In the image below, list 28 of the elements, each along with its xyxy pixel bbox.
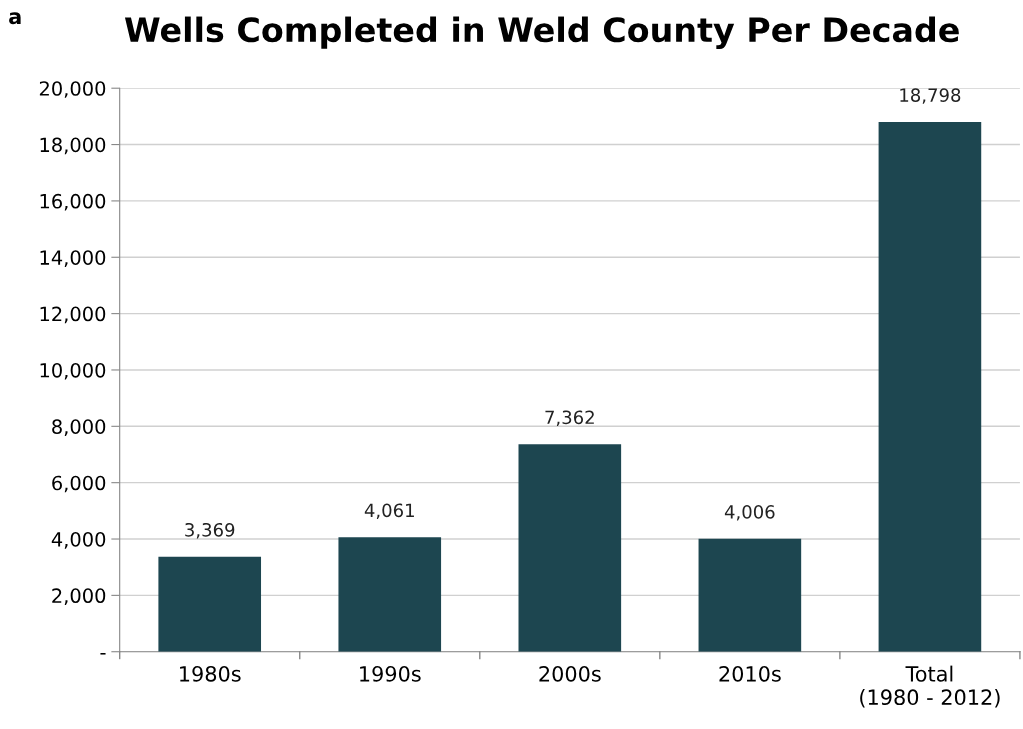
y-tick-label: 8,000 (52, 419, 106, 436)
data-label: 4,061 (364, 503, 414, 519)
data-label: 7,362 (545, 410, 594, 426)
x-tick-label: 1990s (360, 665, 421, 682)
data-label: 3,369 (185, 522, 235, 539)
data-label: 4,006 (724, 505, 775, 521)
text: a (9, 12, 21, 25)
bar (518, 444, 622, 652)
y-tick-label: - (100, 653, 106, 655)
x-tick-label: 2010s (719, 665, 781, 682)
y-tick-label: 18,000 (40, 137, 106, 155)
y-tick-label: 6,000 (52, 475, 106, 493)
y-tick-label: 16,000 (40, 193, 106, 211)
bar (338, 537, 442, 652)
y-tick-label: 2,000 (52, 588, 106, 606)
y-tick-label: 20,000 (39, 81, 106, 98)
bar (698, 538, 802, 652)
bar (158, 556, 262, 652)
data-label: 18,798 (900, 88, 961, 104)
y-tick-label: 10,000 (40, 362, 106, 380)
y-tick-label: 12,000 (40, 306, 106, 324)
x-tick-label: 2000s (539, 665, 601, 682)
y-tick-label: 14,000 (40, 250, 106, 267)
chart-title: Wells Completed in Weld County Per Decade (124, 16, 959, 50)
bar (878, 122, 982, 652)
x-tick-label: 1980s (180, 665, 241, 682)
x-tick-label: Total (1980 - 2012) (860, 665, 1000, 708)
y-tick-label: 4,000 (51, 531, 106, 549)
